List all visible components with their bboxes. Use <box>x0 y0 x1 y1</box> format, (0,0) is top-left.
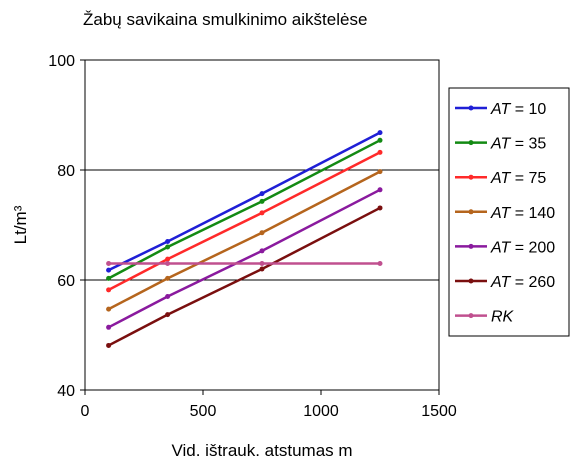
series-line <box>108 188 381 329</box>
x-tick-label: 1500 <box>421 403 457 420</box>
series-6 <box>106 261 383 266</box>
x-axis-label: Vid. ištrauk. atstumas m <box>171 441 352 460</box>
series-line <box>108 131 381 272</box>
legend-label: RK <box>491 309 515 326</box>
data-point <box>106 287 112 293</box>
data-point <box>377 130 383 136</box>
x-tick-label: 500 <box>190 403 217 420</box>
legend-item: AT = 140 <box>455 205 555 222</box>
data-point <box>259 198 265 204</box>
legend-item: RK <box>455 309 515 326</box>
data-point <box>377 149 383 155</box>
series-line <box>108 206 381 347</box>
series-2 <box>106 149 383 293</box>
y-tick-label: 80 <box>57 163 75 180</box>
legend-item: AT = 200 <box>455 239 555 256</box>
legend-marker <box>468 105 474 111</box>
data-point <box>106 267 112 273</box>
legend-label-suffix: = 35 <box>510 136 546 153</box>
y-axis-label: Lt/m³ <box>11 205 30 244</box>
data-point <box>377 169 383 175</box>
legend-item: AT = 35 <box>455 136 546 153</box>
legend-marker <box>468 243 474 249</box>
legend-label-prefix: AT <box>490 101 511 118</box>
data-point <box>165 294 171 299</box>
legend-marker <box>468 209 474 215</box>
y-tick-label: 40 <box>57 383 75 400</box>
legend-item: AT = 75 <box>455 170 546 187</box>
data-point <box>165 244 171 250</box>
x-tick-label: 0 <box>81 403 90 420</box>
legend-label: AT = 10 <box>490 101 546 118</box>
data-point <box>106 342 112 348</box>
legend-label-prefix: AT <box>490 170 511 187</box>
legend-marker <box>468 313 474 319</box>
data-point <box>377 261 383 266</box>
legend-item: AT = 10 <box>455 101 546 118</box>
series-line <box>108 170 381 311</box>
series-3 <box>106 169 383 312</box>
data-point <box>259 261 265 266</box>
legend-label: AT = 140 <box>490 205 555 222</box>
x-tick-label: 1000 <box>303 403 339 420</box>
plot-area <box>84 59 440 391</box>
data-point <box>377 137 383 143</box>
data-point <box>106 261 112 266</box>
data-point <box>259 266 265 272</box>
data-point <box>377 187 383 193</box>
legend-label: AT = 200 <box>490 239 555 256</box>
legend-label-suffix: = 140 <box>510 205 555 222</box>
series-group <box>106 130 383 348</box>
legend-marker <box>468 278 474 284</box>
data-point <box>377 205 383 211</box>
legend-label-suffix: = 10 <box>510 101 546 118</box>
data-point <box>165 256 171 262</box>
legend-item: AT = 260 <box>455 274 555 291</box>
data-point <box>106 324 112 330</box>
legend-label-prefix: AT <box>490 205 511 222</box>
legend-label-prefix: AT <box>490 274 511 291</box>
legend-label-prefix: AT <box>490 239 511 256</box>
legend-label-suffix: = 75 <box>510 170 546 187</box>
legend-marker <box>468 140 474 146</box>
series-5 <box>106 205 383 348</box>
legend-marker <box>468 174 474 180</box>
legend-label-prefix: RK <box>491 309 515 326</box>
data-point <box>259 248 265 254</box>
data-point <box>259 210 265 216</box>
series-line <box>108 151 381 292</box>
y-tick-label: 60 <box>57 273 75 290</box>
chart-title: Žabų savikaina smulkinimo aikštelėse <box>83 10 367 29</box>
data-point <box>106 275 112 281</box>
legend-label: AT = 260 <box>490 274 555 291</box>
y-tick-label: 100 <box>48 53 75 70</box>
data-point <box>259 191 265 197</box>
data-point <box>106 306 112 312</box>
legend-label-suffix: = 200 <box>510 239 555 256</box>
legend-label: AT = 35 <box>490 136 546 153</box>
data-point <box>165 261 171 266</box>
series-0 <box>106 130 383 273</box>
data-point <box>165 312 171 318</box>
data-point <box>165 275 171 281</box>
legend-label: AT = 75 <box>490 170 546 187</box>
data-point <box>165 239 171 244</box>
legend-label-suffix: = 260 <box>510 274 555 291</box>
legend-label-prefix: AT <box>490 136 511 153</box>
series-4 <box>106 187 383 330</box>
data-point <box>259 230 265 236</box>
